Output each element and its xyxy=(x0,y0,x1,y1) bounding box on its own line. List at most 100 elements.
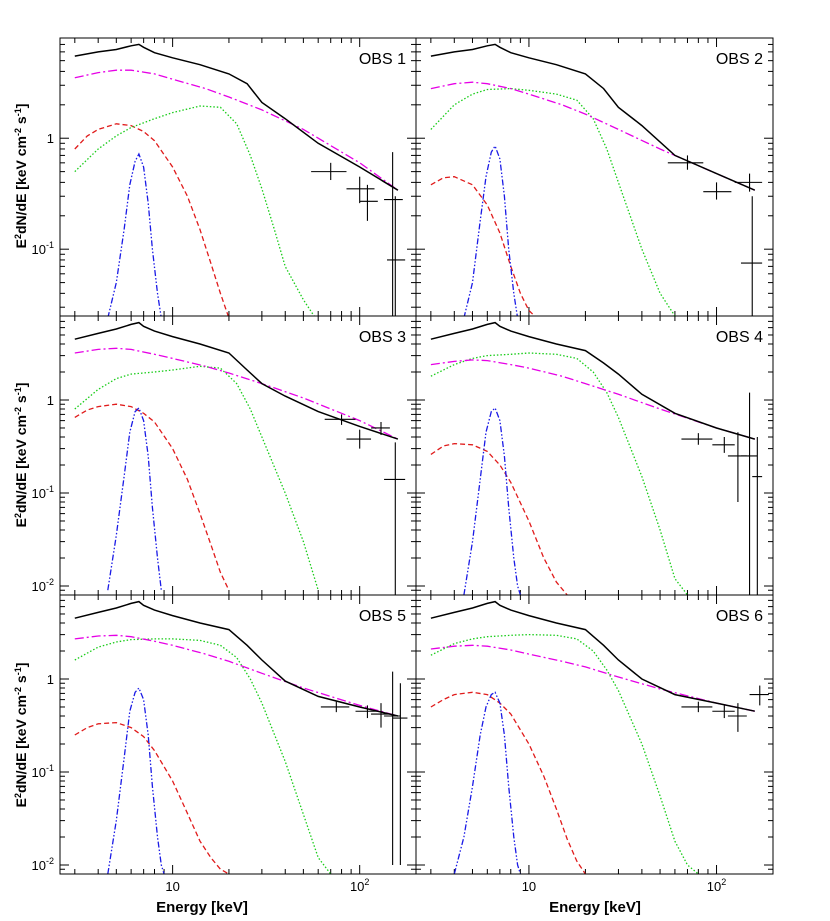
panel-frame xyxy=(59,37,417,317)
y-tick-label: 1 xyxy=(47,131,54,146)
axis-ticks xyxy=(416,594,774,875)
data-point xyxy=(311,162,347,181)
data-point xyxy=(384,671,401,865)
model-curves xyxy=(74,43,399,316)
data-point xyxy=(681,701,713,713)
y-tick-label: 10-2 xyxy=(32,577,54,594)
data-points xyxy=(681,392,763,595)
data-point xyxy=(371,703,390,728)
compbb-curve xyxy=(74,365,319,591)
model-curves xyxy=(74,321,399,591)
data-point xyxy=(387,196,406,316)
total-curve xyxy=(74,600,399,717)
iron-line-curve xyxy=(107,152,162,316)
x-tick-label: 10 xyxy=(165,879,179,894)
axis-ticks xyxy=(416,37,774,316)
blackbody-curve xyxy=(74,721,230,874)
model-curves xyxy=(74,600,399,874)
data-point xyxy=(681,433,713,445)
x-tick-label: 10 xyxy=(522,879,536,894)
blackbody-curve xyxy=(430,691,586,874)
panel-frame xyxy=(415,37,774,317)
data-point xyxy=(355,705,378,719)
total-curve xyxy=(74,321,399,440)
panel-label: OBS 2 xyxy=(716,51,763,68)
data-point xyxy=(727,432,747,502)
data-point xyxy=(320,701,350,713)
y-tick-label: 10-1 xyxy=(32,484,54,501)
panel-label: OBS 6 xyxy=(716,608,763,625)
y-axis-label: E2dN/dE [keV cm-2 s-1] xyxy=(13,663,29,808)
data-point xyxy=(324,414,356,425)
data-point xyxy=(712,705,735,719)
panel-label: OBS 1 xyxy=(359,51,406,68)
data-points xyxy=(324,414,406,595)
panels-layer: OBS 1 1 10-1 OBS 2 OBS 3 1 10-1 10-2 OBS 4 OBS 5 1… xyxy=(32,37,774,894)
compbb-curve xyxy=(74,105,315,316)
total-curve xyxy=(430,600,755,712)
panel-label: OBS 4 xyxy=(716,329,763,346)
x-tick-label: 102 xyxy=(707,877,726,894)
iron-line-curve xyxy=(107,686,165,874)
model-curves xyxy=(430,43,756,316)
blackbody-curve xyxy=(430,176,536,316)
model-curves xyxy=(430,321,756,595)
data-point xyxy=(712,436,735,453)
data-point xyxy=(384,152,403,316)
total-curve xyxy=(430,43,756,191)
data-point xyxy=(346,429,372,449)
panel-obs4: OBS 4 xyxy=(415,315,774,596)
data-point xyxy=(359,184,378,221)
panel-obs5: OBS 5 1 10-1 10-2 10 102 xyxy=(32,594,417,894)
blackbody-curve xyxy=(74,403,230,591)
data-point xyxy=(371,421,390,436)
data-point xyxy=(749,685,769,706)
axis-ticks xyxy=(60,315,417,596)
data-point xyxy=(734,173,763,192)
compbb-curve xyxy=(430,352,689,595)
panel-obs1: OBS 1 1 10-1 xyxy=(32,37,417,317)
data-points xyxy=(311,152,406,316)
iron-line-curve xyxy=(463,144,518,316)
compbb-curve xyxy=(430,633,699,874)
y-tick-label: 1 xyxy=(47,393,54,408)
data-point xyxy=(346,176,375,204)
compbb-curve xyxy=(430,87,676,316)
axis-ticks xyxy=(416,315,774,596)
y-tick-label: 1 xyxy=(47,672,54,687)
data-points xyxy=(320,671,408,865)
data-point xyxy=(727,703,747,732)
panel-frame xyxy=(415,315,774,596)
panel-obs2: OBS 2 xyxy=(415,37,774,317)
iron-line-curve xyxy=(463,406,522,595)
total-curve xyxy=(430,321,756,440)
panel-frame xyxy=(59,315,417,596)
blackbody-curve xyxy=(430,442,568,595)
compbb-curve xyxy=(74,638,332,874)
x-axis-label: Energy [keV] xyxy=(549,899,641,916)
y-tick-label: 10-2 xyxy=(32,856,54,873)
x-axis-label: Energy [keV] xyxy=(156,899,248,916)
data-points xyxy=(667,155,763,316)
powerlaw-curve xyxy=(430,81,756,191)
y-axis-label: E2dN/dE [keV cm-2 s-1] xyxy=(13,104,29,249)
y-tick-label: 10-1 xyxy=(32,763,54,780)
axis-ticks xyxy=(60,37,417,316)
powerlaw-curve xyxy=(74,69,399,191)
iron-line-curve xyxy=(453,691,522,874)
data-point xyxy=(384,442,406,595)
data-point xyxy=(667,155,704,170)
data-point xyxy=(392,683,408,865)
y-axis-label: E2dN/dE [keV cm-2 s-1] xyxy=(13,383,29,528)
powerlaw-curve xyxy=(74,634,399,717)
panel-label: OBS 5 xyxy=(359,608,406,625)
data-point xyxy=(740,196,763,316)
total-curve xyxy=(74,43,399,191)
axis-ticks xyxy=(60,594,417,875)
x-tick-label: 102 xyxy=(350,877,369,894)
data-point xyxy=(703,182,732,200)
panel-obs3: OBS 3 1 10-1 10-2 xyxy=(32,315,417,596)
panel-label: OBS 3 xyxy=(359,329,406,346)
y-tick-label: 10-1 xyxy=(32,240,54,257)
